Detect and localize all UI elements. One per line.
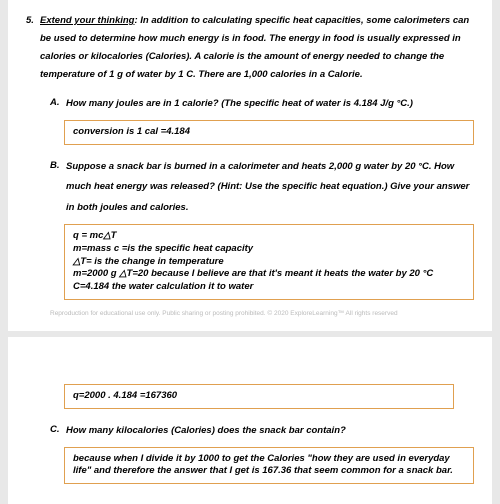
part-b: B. Suppose a snack bar is burned in a ca… (50, 155, 474, 300)
part-b-text: Suppose a snack bar is burned in a calor… (66, 161, 469, 214)
question-5-header: 5. Extend your thinking: In addition to … (26, 10, 474, 82)
part-a: A. How many joules are in 1 calorie? (Th… (50, 92, 474, 145)
copyright-footer: Reproduction for educational use only. P… (50, 310, 474, 317)
part-a-text: How many joules are in 1 calorie? (The s… (66, 98, 413, 109)
part-c-answer-box: because when I divide it by 1000 to get … (64, 447, 474, 485)
part-c-text: How many kilocalories (Calories) does th… (66, 425, 346, 436)
answer-line: C=4.184 the water calculation it to wate… (73, 281, 465, 294)
answer-line: q = mc△T (73, 230, 465, 243)
part-a-answer-box: conversion is 1 cal =4.184 (64, 120, 474, 145)
part-c: C. How many kilocalories (Calories) does… (50, 419, 474, 484)
answer-line: △T= is the change in temperature (73, 256, 465, 269)
answer-line: m=2000 g △T=20 because I believe are tha… (73, 268, 465, 281)
answer-line: m=mass c =is the specific heat capacity (73, 243, 465, 256)
part-b-answer-box: q = mc△T m=mass c =is the specific heat … (64, 224, 474, 300)
worksheet-page-top: 5. Extend your thinking: In addition to … (8, 0, 492, 331)
question-title: Extend your thinking (40, 15, 134, 26)
part-b-answer-box-2: q=2000 . 4.184 =167360 (64, 384, 454, 409)
part-a-label: A. (50, 97, 60, 108)
question-number: 5. (26, 15, 34, 26)
part-c-label: C. (50, 424, 60, 435)
worksheet-page-bottom: q=2000 . 4.184 =167360 C. How many kiloc… (8, 337, 492, 504)
part-b-label: B. (50, 160, 60, 171)
